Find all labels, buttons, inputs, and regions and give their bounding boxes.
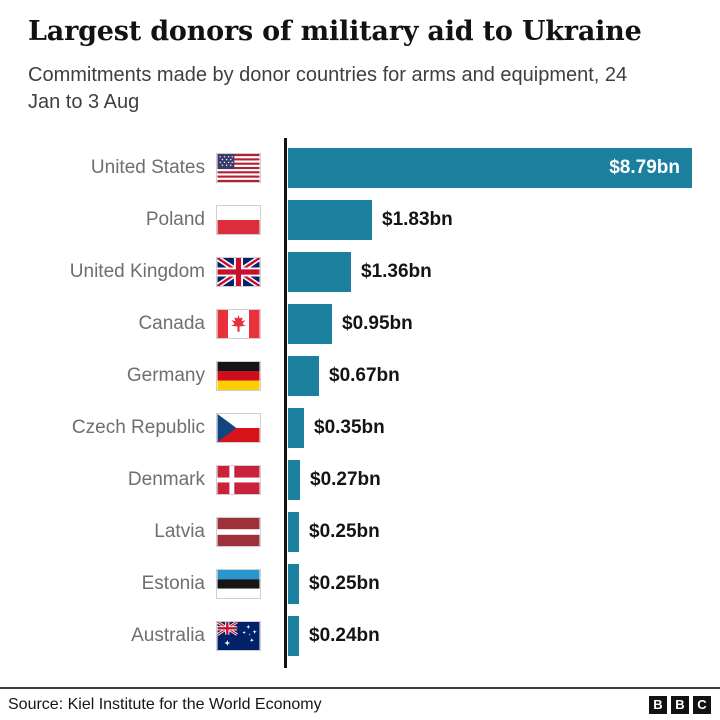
- country-label: Estonia: [141, 573, 205, 595]
- value-label: $0.24bn: [309, 625, 380, 647]
- chart-row-us: United States $8.79bn: [0, 142, 720, 194]
- bbc-logo-letter: B: [649, 695, 667, 714]
- denmark-flag-icon: [216, 465, 261, 496]
- chart-axis-line: [284, 138, 287, 669]
- value-label: $1.36bn: [361, 261, 432, 283]
- value-label: $0.25bn: [309, 573, 380, 595]
- value-label: $8.79bn: [609, 157, 680, 179]
- bbc-logo-letter: B: [671, 695, 689, 714]
- country-label: Australia: [131, 625, 205, 647]
- value-label: $0.25bn: [309, 521, 380, 543]
- chart-row-australia: Australia $0.24bn: [0, 610, 720, 662]
- bar: $8.79bn: [288, 148, 692, 189]
- country-label: Latvia: [154, 521, 205, 543]
- poland-flag-icon: [216, 205, 261, 236]
- chart-row-estonia: Estonia $0.25bn: [0, 558, 720, 610]
- chart-row-latvia: Latvia $0.25bn: [0, 506, 720, 558]
- estonia-flag-icon: [216, 569, 261, 600]
- chart-rows: United States $8.79bn Poland $1.83bn Uni…: [0, 142, 720, 662]
- chart-row-uk: United Kingdom $1.36bn: [0, 246, 720, 298]
- bar: $0.67bn: [288, 356, 400, 397]
- value-label: $1.83bn: [382, 209, 453, 231]
- us-flag-icon: [216, 153, 261, 184]
- country-label: Czech Republic: [71, 417, 205, 439]
- bar: $0.24bn: [288, 616, 380, 657]
- country-label: Denmark: [127, 469, 205, 491]
- latvia-flag-icon: [216, 517, 261, 548]
- chart-subtitle: Commitments made by donor countries for …: [28, 64, 628, 114]
- chart-row-denmark: Denmark $0.27bn: [0, 454, 720, 506]
- bar: $0.25bn: [288, 564, 380, 605]
- value-label: $0.67bn: [329, 365, 400, 387]
- bar: $1.83bn: [288, 200, 453, 241]
- country-label: Poland: [145, 209, 205, 231]
- chart-footer: Source: Kiel Institute for the World Eco…: [0, 687, 720, 720]
- canada-flag-icon: [216, 309, 261, 340]
- czech-republic-flag-icon: [216, 413, 261, 444]
- source-text: Source: Kiel Institute for the World Eco…: [8, 695, 322, 713]
- australia-flag-icon: [216, 621, 261, 652]
- bar-chart: United States $8.79bn Poland $1.83bn Uni…: [0, 138, 720, 669]
- uk-flag-icon: [216, 257, 261, 288]
- country-label: Canada: [138, 313, 205, 335]
- country-label: United States: [90, 157, 205, 179]
- value-label: $0.95bn: [342, 313, 413, 335]
- value-label: $0.35bn: [314, 417, 385, 439]
- country-label: United Kingdom: [69, 261, 205, 283]
- chart-row-czech-republic: Czech Republic $0.35bn: [0, 402, 720, 454]
- bar: $0.95bn: [288, 304, 413, 345]
- chart-row-poland: Poland $1.83bn: [0, 194, 720, 246]
- germany-flag-icon: [216, 361, 261, 392]
- chart-row-canada: Canada $0.95bn: [0, 298, 720, 350]
- bbc-logo-letter: C: [693, 695, 711, 714]
- bar: $1.36bn: [288, 252, 432, 293]
- bar: $0.27bn: [288, 460, 381, 501]
- bar: $0.35bn: [288, 408, 385, 449]
- value-label: $0.27bn: [310, 469, 381, 491]
- page-title: Largest donors of military aid to Ukrain…: [28, 16, 642, 47]
- chart-header: Largest donors of military aid to Ukrain…: [0, 0, 720, 116]
- bbc-logo: B B C: [649, 695, 711, 714]
- bar: $0.25bn: [288, 512, 380, 553]
- country-label: Germany: [126, 365, 205, 387]
- chart-row-germany: Germany $0.67bn: [0, 350, 720, 402]
